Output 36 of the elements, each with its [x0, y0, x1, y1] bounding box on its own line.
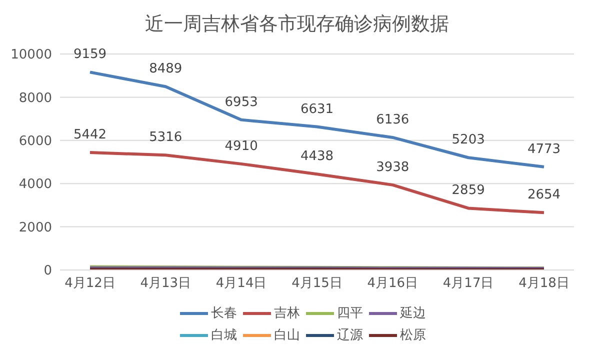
legend-label: 白城: [211, 327, 237, 344]
y-tick-label: 4000: [18, 177, 52, 192]
legend-label: 松原: [400, 327, 426, 344]
legend-label: 四平: [337, 305, 363, 322]
data-label: 3938: [376, 160, 410, 175]
data-label: 4910: [224, 138, 258, 154]
y-tick-label: 0: [44, 264, 52, 279]
data-label: 8489: [149, 62, 182, 77]
legend-label: 辽源: [337, 327, 363, 344]
data-label: 5203: [452, 132, 485, 148]
y-tick-label: 8000: [18, 90, 52, 106]
data-label: 2859: [452, 183, 485, 198]
data-label: 6136: [376, 112, 410, 128]
data-label: 5442: [73, 127, 107, 142]
data-label: 4438: [300, 149, 334, 164]
x-tick-label: 4月18日: [518, 276, 570, 292]
x-tick-label: 4月15日: [292, 276, 342, 292]
x-tick-label: 4月12日: [64, 276, 116, 292]
data-label: 6631: [300, 102, 334, 117]
x-tick-label: 4月17日: [442, 276, 494, 292]
legend-label: 吉林: [274, 305, 300, 322]
x-tick-label: 4月16日: [367, 276, 418, 292]
data-label: 6953: [224, 94, 258, 110]
data-label: 4773: [527, 142, 561, 157]
x-tick-label: 4月13日: [140, 276, 192, 292]
y-tick-label: 2000: [18, 220, 52, 236]
chart-title: 近一周吉林省各市现存确诊病例数据: [144, 12, 450, 37]
y-tick-label: 10000: [10, 48, 52, 63]
legend-label: 白山: [274, 327, 300, 344]
data-label: 9159: [73, 47, 107, 62]
legend-label: 长春: [211, 305, 237, 322]
x-tick-label: 4月14日: [216, 276, 267, 292]
data-label: 2654: [527, 188, 561, 203]
y-tick-label: 6000: [18, 134, 52, 150]
legend-label: 延边: [400, 305, 426, 322]
data-label: 5316: [149, 130, 182, 146]
